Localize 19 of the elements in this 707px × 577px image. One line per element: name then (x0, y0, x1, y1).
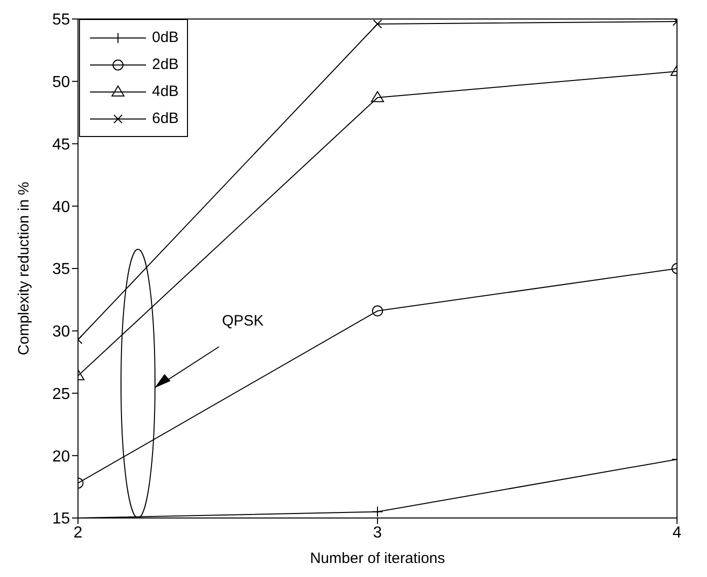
y-tick-label: 40 (52, 198, 70, 216)
y-tick-label: 20 (52, 448, 70, 466)
y-tick-label: 35 (52, 261, 70, 278)
annotation: QPSK (222, 312, 264, 330)
y-tick-label: 45 (52, 136, 70, 154)
legend-label: 6dB (152, 110, 179, 127)
legend-label: 4dB (152, 83, 179, 100)
x-axis-title: Number of iterations (310, 550, 446, 567)
y-tick-label: 30 (52, 324, 70, 341)
x-tick-label: 4 (672, 524, 682, 542)
y-tick-label: 50 (52, 74, 70, 92)
y-tick-label: 25 (52, 386, 70, 403)
y-axis-title: Complexity reduction in % (15, 182, 32, 356)
y-tick-label: 55 (52, 12, 70, 29)
x-tick-label: 2 (74, 524, 83, 542)
legend-label: 2dB (152, 56, 179, 73)
y-tick-label: 15 (52, 510, 70, 528)
legend-label: 0dB (152, 29, 179, 46)
x-tick-label: 3 (373, 524, 382, 542)
